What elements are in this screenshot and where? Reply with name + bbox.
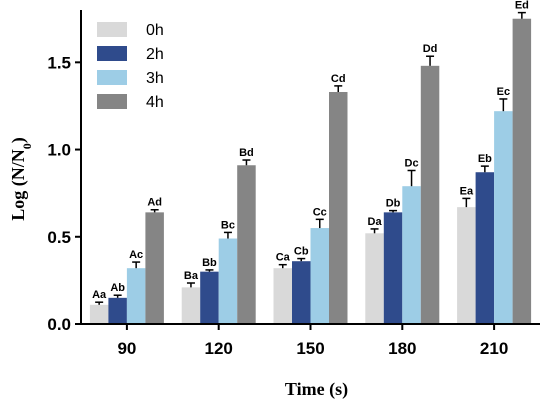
bar	[292, 261, 311, 324]
y-tick-label: 1.5	[47, 53, 71, 72]
bar	[457, 207, 476, 324]
data-label: Db	[386, 198, 401, 210]
data-label: Bb	[202, 257, 217, 269]
bar	[475, 172, 495, 324]
chart-marks: Aa Ba Ca Da Ea Ab Bb Cb Db Eb Ac Bc Cc Dc Ec Ad Bd Cd Dd Ed	[89, 0, 532, 325]
legend-swatch	[97, 46, 127, 61]
bar	[420, 65, 440, 325]
data-label: Ec	[497, 86, 510, 98]
data-label: Bc	[221, 219, 235, 231]
data-label: Ad	[147, 197, 162, 209]
bar	[512, 18, 532, 324]
y-tick-label: 0.5	[47, 228, 71, 247]
data-label: Ed	[515, 0, 529, 12]
bar	[200, 271, 219, 324]
data-label: Da	[368, 216, 383, 228]
legend-label: 0h	[146, 22, 164, 39]
bar	[494, 111, 513, 324]
data-label: Ac	[129, 249, 143, 261]
data-label: Ab	[110, 282, 125, 294]
data-label: Dc	[405, 157, 419, 169]
legend-label: 4h	[146, 94, 164, 111]
bar	[126, 268, 146, 324]
y-axis-title-main: Log (N/N	[8, 149, 29, 221]
x-axis-ticks: 90 120 150 180 210	[117, 324, 508, 358]
y-axis-title-subscript: 0	[20, 143, 34, 149]
legend-label: 2h	[146, 46, 164, 63]
y-axis-title: Log (N/N0)	[8, 137, 34, 221]
x-tick-label: 180	[388, 339, 416, 358]
bar	[310, 228, 329, 324]
bar	[237, 165, 256, 324]
bar	[108, 297, 127, 324]
legend-swatch	[97, 94, 127, 109]
bar	[402, 186, 421, 324]
x-tick-label: 90	[117, 339, 136, 358]
data-label: Cb	[294, 246, 309, 258]
x-axis-title: Time (s)	[285, 379, 348, 400]
bar	[145, 212, 164, 324]
data-label: Ba	[184, 270, 199, 282]
data-label: Eb	[478, 153, 492, 165]
bar	[365, 233, 384, 324]
x-tick-label: 210	[480, 339, 508, 358]
legend-label: 3h	[146, 70, 164, 87]
x-tick-label: 150	[296, 339, 324, 358]
bar	[218, 238, 238, 324]
data-label: Aa	[92, 289, 107, 301]
data-label: Bd	[239, 147, 254, 159]
bar	[273, 268, 292, 324]
legend-swatch	[97, 70, 127, 85]
data-label: Cd	[331, 73, 346, 85]
data-label: Ea	[460, 185, 474, 197]
bar	[181, 287, 201, 324]
y-tick-label: 0.0	[47, 315, 71, 334]
bar	[89, 304, 109, 324]
y-tick-label: 1.0	[47, 141, 71, 160]
bar	[383, 212, 403, 324]
bar	[329, 91, 348, 324]
y-axis-ticks: 0.0 0.5 1.0 1.5	[47, 53, 81, 334]
legend: 0h 2h 3h 4h	[97, 22, 164, 111]
data-label: Ca	[276, 252, 291, 264]
data-label: Dd	[423, 43, 438, 55]
legend-swatch	[97, 22, 127, 37]
data-label: Cc	[313, 206, 327, 218]
x-tick-label: 120	[205, 339, 233, 358]
y-axis-title-close: )	[8, 137, 29, 143]
